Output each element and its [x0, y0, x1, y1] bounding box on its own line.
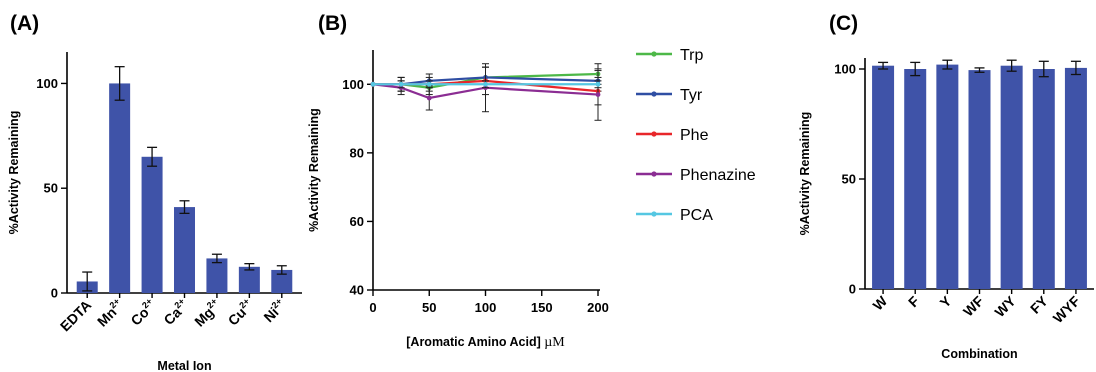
y-tick-label: 0	[849, 282, 856, 297]
data-point	[595, 92, 601, 97]
category-base: EDTA	[57, 297, 95, 335]
bar	[1032, 69, 1055, 289]
x-category-label: Ca2+	[160, 296, 192, 328]
y-tick-label: 80	[350, 145, 364, 160]
x-category-label: F	[905, 292, 923, 310]
bar	[174, 207, 195, 293]
x-category-label: FY	[1027, 292, 1051, 316]
x-tick-label: 0	[369, 300, 376, 315]
legend-swatch-marker	[651, 171, 657, 177]
data-point	[595, 81, 601, 87]
bar	[109, 83, 131, 293]
x-category-label: WY	[991, 292, 1019, 320]
legend: Trp Tyr Phe Phenazine PCA	[636, 47, 756, 224]
data-point	[483, 81, 488, 87]
y-tick-label: 60	[350, 214, 364, 229]
legend-item: Trp	[636, 47, 704, 64]
y-tick-label: 0	[51, 286, 58, 301]
legend-item: Phenazine	[636, 167, 756, 184]
panel-label: (C)	[829, 12, 858, 35]
bar	[872, 65, 895, 289]
x-tick-label: 150	[531, 300, 553, 315]
category-base: WF	[960, 292, 987, 319]
legend-swatch-marker	[651, 131, 657, 137]
legend-label: Tyr	[680, 87, 703, 104]
bar	[1064, 67, 1087, 290]
bar	[904, 69, 927, 289]
y-axis-title: %Activity Remaining	[798, 112, 812, 236]
x-category-label: WYF	[1050, 292, 1084, 326]
legend-item: Tyr	[636, 87, 703, 104]
y-axis-title: %Activity Remaining	[7, 111, 21, 235]
bar	[206, 258, 228, 293]
bar	[936, 64, 959, 289]
panel-label: (A)	[10, 12, 39, 35]
category-base: F	[905, 292, 923, 310]
bar	[1000, 65, 1023, 289]
y-tick-label: 100	[342, 77, 364, 92]
x-category-label: Ni2+	[260, 296, 289, 325]
x-tick-label: 100	[475, 300, 497, 315]
panel-label: (B)	[318, 12, 347, 35]
data-point	[370, 81, 376, 87]
x-category-label: Co2+	[127, 296, 159, 328]
y-tick-label: 50	[842, 172, 856, 187]
legend-item: Phe	[636, 127, 709, 144]
category-base: WYF	[1050, 292, 1084, 326]
y-tick-label: 100	[834, 62, 856, 77]
legend-swatch-marker	[651, 91, 657, 97]
category-base: W	[870, 292, 891, 313]
legend-label: Phenazine	[680, 167, 756, 184]
x-category-label: EDTA	[57, 297, 95, 335]
panel-a-bar-chart: (A) 0 50 100 EDTA Mn2+Co2+Ca2+Mg2+Cu2+Ni2+ %Ac…	[7, 12, 302, 372]
x-axis-title: Metal Ion	[157, 359, 211, 372]
series-phenazine	[370, 63, 602, 121]
y-tick-label: 40	[350, 283, 364, 298]
panel-b-line-chart: (B) 40 60 80 100 0 50 100 150 200 %Activity Remain…	[307, 12, 756, 350]
series-pca	[370, 80, 602, 89]
legend-label: Phe	[680, 127, 709, 144]
legend-label: Trp	[680, 47, 704, 64]
legend-swatch-marker	[651, 51, 657, 57]
x-axis-title: Combination	[941, 347, 1017, 361]
data-point	[426, 81, 432, 87]
data-point	[398, 81, 404, 87]
category-base: WY	[991, 292, 1019, 320]
x-category-label: WF	[960, 292, 987, 319]
x-axis-title-main: [Aromatic Amino Acid]	[406, 335, 544, 349]
x-tick-label: 200	[587, 300, 609, 315]
x-category-label: Mg2+	[190, 296, 224, 330]
x-category-label: W	[870, 292, 891, 313]
x-axis-title: [Aromatic Amino Acid] µM	[406, 335, 565, 350]
x-category-label: Cu2+	[224, 296, 256, 328]
y-tick-label: 100	[36, 76, 58, 91]
legend-item: PCA	[636, 207, 713, 224]
legend-label: PCA	[680, 207, 713, 224]
y-tick-label: 50	[44, 181, 58, 196]
category-base: FY	[1027, 292, 1051, 316]
x-axis-title-unit: µM	[544, 335, 565, 350]
bar	[968, 70, 991, 289]
x-category-label: Mn2+	[93, 296, 127, 330]
data-point	[426, 95, 432, 101]
y-axis-title: %Activity Remaining	[307, 108, 321, 232]
bar	[271, 269, 293, 293]
x-category-label: Y	[937, 292, 955, 310]
bar	[238, 266, 260, 293]
category-base: Y	[937, 292, 955, 310]
legend-swatch-marker	[651, 211, 657, 217]
bar	[141, 156, 163, 293]
x-tick-label: 50	[422, 300, 436, 315]
